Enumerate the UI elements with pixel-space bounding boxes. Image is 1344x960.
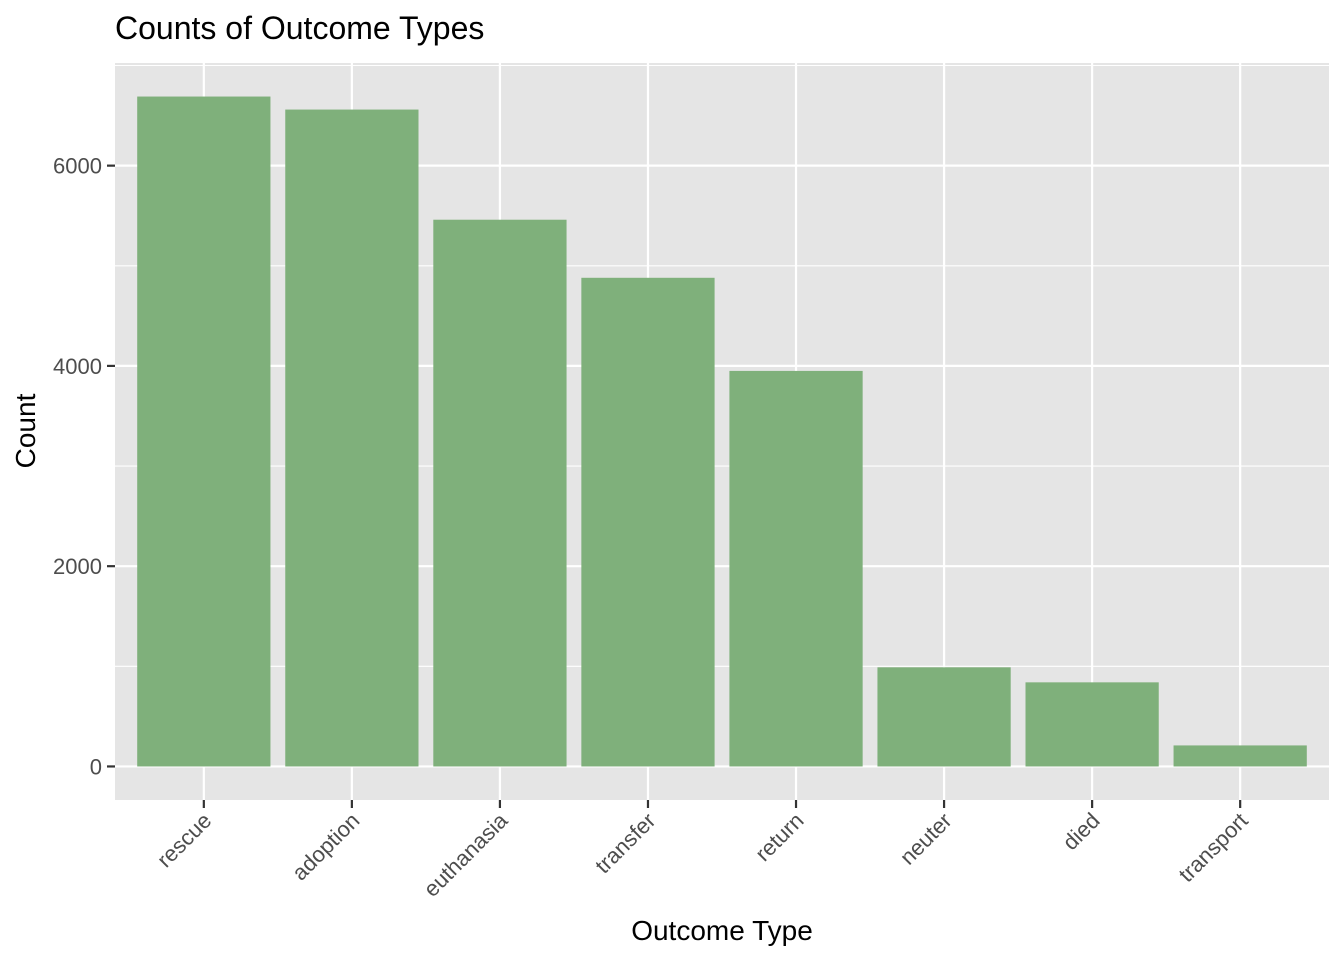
x-tick-label: died [1058,808,1105,855]
bar-rescue [137,96,271,767]
y-axis: 0 2000 4000 6000 [53,154,115,779]
bar-transport [1173,745,1307,767]
x-tick-label: euthanasia [419,807,513,901]
x-axis-title: Outcome Type [631,915,813,946]
bar-return [729,370,863,767]
y-axis-title: Count [10,393,41,468]
chart-title: Counts of Outcome Types [115,10,484,46]
bar-neuter [877,667,1011,767]
bar-adoption [285,109,419,767]
x-axis: rescue adoption euthanasia transfer return ne… [152,800,1253,902]
x-tick-label: return [750,808,808,866]
bar-euthanasia [433,219,567,767]
y-tick-label: 0 [90,754,102,779]
x-tick-label: neuter [895,808,957,870]
y-tick-label: 6000 [53,154,102,179]
y-tick-label: 4000 [53,354,102,379]
x-tick-label: adoption [287,808,364,885]
y-tick-label: 2000 [53,554,102,579]
bars [137,96,1307,767]
bar-transfer [581,277,715,767]
x-tick-label: rescue [152,808,216,872]
x-tick-label: transfer [590,808,660,878]
x-tick-label: transport [1174,808,1253,887]
bar-died [1025,682,1159,767]
